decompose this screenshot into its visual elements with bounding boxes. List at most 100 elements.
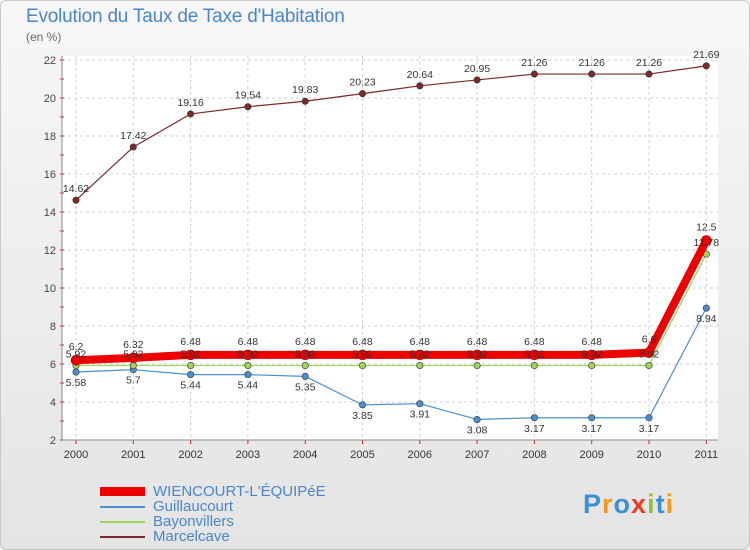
data-point [244, 362, 252, 370]
legend-label: Bayonvillers [153, 513, 234, 530]
logo-letter: r [602, 489, 614, 519]
data-point [645, 70, 653, 78]
data-point [414, 349, 426, 361]
data-label: 6.48 [238, 336, 259, 348]
data-point [185, 349, 196, 361]
data-point [242, 349, 254, 361]
y-tick-label: 16 [44, 169, 56, 181]
data-label: 5.92 [524, 349, 545, 361]
data-label: 19.83 [292, 84, 318, 96]
data-point [129, 362, 137, 370]
legend-label: Guillaucourt [153, 498, 234, 515]
data-label: 6.48 [581, 336, 602, 348]
data-label: 5.92 [180, 349, 201, 361]
data-point [187, 362, 195, 370]
data-point [244, 371, 252, 379]
legend-swatch [100, 520, 145, 523]
data-point [358, 362, 366, 370]
data-point [358, 401, 366, 409]
data-point [530, 414, 538, 422]
data-label: 21.69 [693, 49, 719, 61]
data-label: 6.2 [69, 341, 84, 353]
data-point [187, 371, 195, 379]
series-line [75, 65, 707, 201]
data-label: 5.92 [581, 349, 602, 361]
data-label: 19.54 [235, 90, 261, 102]
data-point [473, 415, 481, 423]
y-tick-label: 22 [44, 55, 56, 67]
data-label: 5.92 [66, 349, 87, 361]
legend-item: Bayonvillers [100, 514, 326, 529]
data-label: 6.48 [352, 336, 373, 348]
data-point [72, 368, 80, 376]
data-point [301, 362, 309, 370]
legend-swatch [100, 487, 145, 496]
x-tick-label: 2010 [637, 449, 661, 461]
data-label: 5.58 [66, 377, 87, 389]
legend-item: Guillaucourt [100, 499, 326, 514]
data-label: 5.7 [126, 375, 141, 387]
legend-label: WIENCOURT-L'ÉQUIPéE [153, 483, 326, 500]
data-point [643, 347, 655, 358]
data-point [702, 304, 710, 312]
data-label: 5.92 [352, 349, 373, 361]
data-label: 5.92 [410, 349, 431, 361]
data-point [588, 414, 596, 422]
y-tick-label: 2 [50, 435, 56, 447]
data-point [473, 76, 481, 84]
data-label: 3.17 [581, 423, 602, 435]
data-label: 6.48 [295, 336, 316, 348]
y-tick-label: 10 [44, 283, 56, 295]
y-tick-label: 8 [50, 321, 56, 333]
legend-swatch [100, 535, 145, 538]
logo-letter: i [665, 489, 675, 519]
chart-legend: WIENCOURT-L'ÉQUIPéE Guillaucourt Bayonvill… [100, 484, 326, 544]
data-point [588, 362, 596, 370]
series-line [75, 307, 707, 421]
data-point [416, 400, 424, 408]
logo-letter: o [613, 489, 632, 519]
x-tick-label: 2000 [64, 449, 88, 461]
data-point [586, 349, 598, 361]
x-tick-label: 2009 [579, 449, 603, 461]
x-tick-label: 2011 [694, 449, 718, 461]
data-label: 20.64 [407, 69, 433, 81]
plot-area [62, 56, 718, 440]
x-tick-label: 2008 [522, 449, 546, 461]
data-label: 21.26 [579, 57, 605, 69]
x-tick-label: 2002 [178, 449, 202, 461]
data-label: 6.48 [467, 336, 488, 348]
logo-letter: t [655, 489, 666, 519]
data-point [645, 362, 653, 370]
data-point [700, 235, 712, 246]
data-point [530, 70, 538, 78]
legend-item: Marcelcave [100, 529, 326, 544]
legend-label: Marcelcave [153, 528, 230, 545]
data-point [301, 372, 309, 380]
data-point [357, 349, 368, 361]
chart-subtitle: (en %) [26, 30, 62, 44]
logo-letter: P [583, 489, 603, 519]
data-point [702, 62, 710, 70]
data-point [416, 362, 424, 370]
data-label: 3.85 [352, 410, 373, 422]
logo-letter: i [647, 489, 656, 519]
data-label: 14.62 [63, 183, 89, 195]
data-point [645, 414, 653, 422]
data-label: 3.17 [639, 423, 660, 435]
data-point [416, 82, 424, 90]
data-label: 6.32 [123, 339, 144, 351]
x-tick-label: 2001 [121, 449, 145, 461]
y-tick-label: 4 [50, 397, 56, 409]
y-tick-label: 12 [44, 245, 56, 257]
data-label: 21.26 [521, 57, 547, 69]
series-line [75, 253, 707, 367]
data-label: 20.95 [464, 63, 490, 75]
data-point [471, 349, 483, 361]
data-label: 6.48 [180, 336, 201, 348]
chart-title: Evolution du Taux de Taxe d'Habitation [26, 6, 345, 27]
data-label: 11.78 [694, 237, 720, 249]
x-tick-label: 2004 [293, 449, 317, 461]
data-point [72, 196, 80, 204]
